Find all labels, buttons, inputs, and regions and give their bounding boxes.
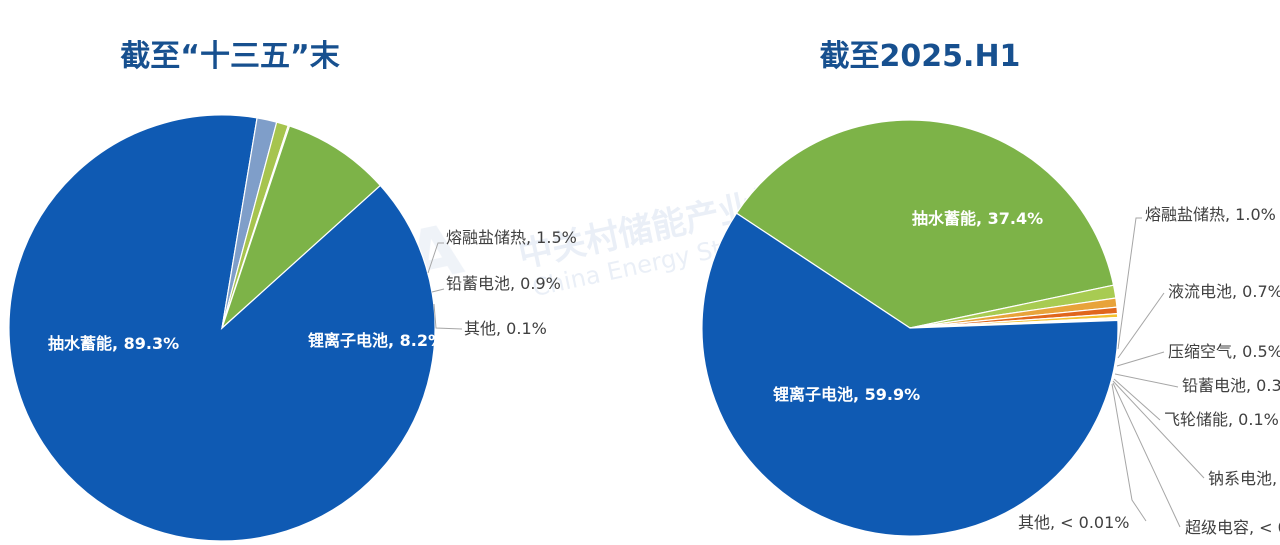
data-label: 其他, < 0.01% xyxy=(1018,513,1130,532)
data-label: 飞轮储能, 0.1% xyxy=(1164,410,1279,429)
data-label: 压缩空气, 0.5% xyxy=(1168,342,1280,361)
data-label: 熔融盐储热, 1.5% xyxy=(446,228,577,247)
leader-line xyxy=(431,288,445,293)
leader-line xyxy=(1116,351,1165,367)
data-label: 熔融盐储热, 1.0% xyxy=(1145,205,1276,224)
leader-line xyxy=(433,303,463,330)
data-label: 超级电容, < 0.01% xyxy=(1185,518,1280,537)
data-label: 抽水蓄能, 37.4% xyxy=(912,209,1043,228)
data-label: 锂离子电池, 8.2% xyxy=(308,331,444,350)
slice-62bd6c3484c480fd-1 xyxy=(735,119,1115,329)
data-label: 抽水蓄能, 89.3% xyxy=(48,334,179,353)
data-label: 液流电池, 0.7% xyxy=(1168,282,1280,301)
chart-title-right: 截至2025.H1 xyxy=(820,39,1021,74)
slice-62bd6c3484c480fd-0 xyxy=(8,114,436,542)
leader-line xyxy=(1117,292,1165,359)
slice-950279bb5b5075356c60-1 xyxy=(701,212,1119,537)
leader-line xyxy=(1114,373,1179,388)
data-label: 锂离子电池, 59.9% xyxy=(773,385,920,404)
leader-line xyxy=(1111,383,1147,522)
data-label: 铅蓄电池, 0.3% xyxy=(1182,376,1280,395)
leader-line xyxy=(1112,382,1181,528)
chart-title-left: 截至“十三五”末 xyxy=(120,39,339,74)
pie-left: 抽水蓄能, 89.3% 熔融盐储热, 1.5% 铅蓄电池, 0.9% 其他, 0.1%… xyxy=(8,114,577,542)
data-label: 钠系电池, 0.1% xyxy=(1208,469,1280,488)
leader-line xyxy=(1112,380,1205,479)
leader-line xyxy=(1117,217,1142,350)
data-label: 其他, 0.1% xyxy=(464,319,547,338)
slice-950279bb5b5075356c60-0 xyxy=(220,125,382,330)
pie-right: 抽水蓄能, 37.4% 熔融盐储热, 1.0% 液流电池, 0.7% 压缩空气, 0.… xyxy=(701,119,1280,537)
leader-line xyxy=(1113,378,1161,421)
data-label: 铅蓄电池, 0.9% xyxy=(446,274,561,293)
leader-line xyxy=(427,242,444,274)
